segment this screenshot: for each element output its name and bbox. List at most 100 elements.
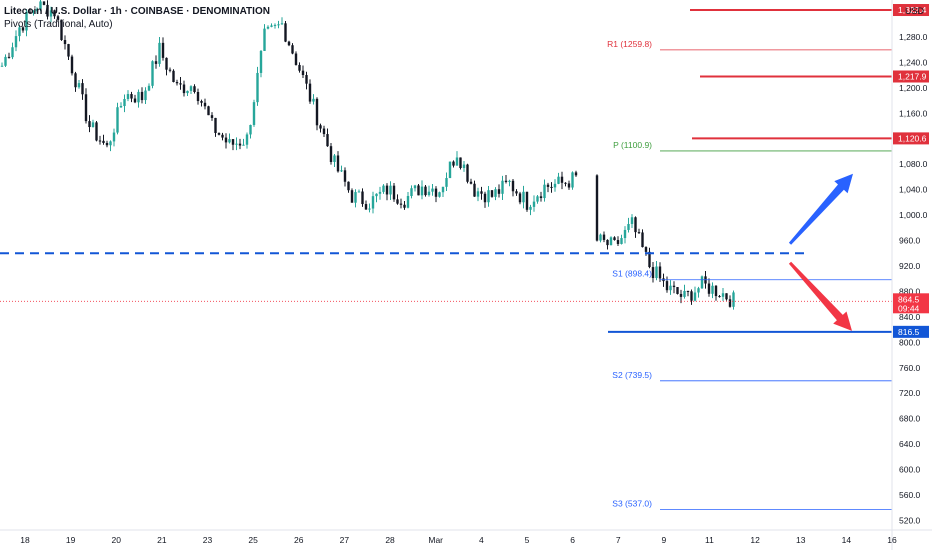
candle-body <box>483 193 487 203</box>
candle-body <box>60 19 63 41</box>
candle-body <box>525 191 529 210</box>
candle-body <box>490 190 494 197</box>
candle-body <box>151 61 154 86</box>
candle-body <box>186 90 189 94</box>
key-level-badge <box>893 70 929 83</box>
candle-body <box>399 203 403 205</box>
candle-body <box>322 128 326 135</box>
pivot-label-s1: S1 (898.4) <box>612 269 652 279</box>
candle-body <box>175 81 179 84</box>
candle-body <box>560 176 564 183</box>
candle-body <box>431 188 434 192</box>
x-tick-label: 27 <box>340 535 350 545</box>
x-tick-label: 5 <box>525 535 530 545</box>
candle-body <box>683 290 686 297</box>
candle-body <box>284 23 287 42</box>
x-tick-label: 21 <box>157 535 167 545</box>
candle-body <box>189 86 193 91</box>
candle-body <box>403 204 406 208</box>
candle-body <box>494 189 497 197</box>
last-price-badge <box>893 293 929 314</box>
candle-body <box>179 83 182 85</box>
x-tick-label: 20 <box>112 535 122 545</box>
candle-body <box>665 281 669 291</box>
candle-body <box>294 53 298 65</box>
key-level-badge <box>893 132 929 145</box>
x-tick-label: 7 <box>616 535 621 545</box>
price-axis[interactable]: 1,280.01,240.01,200.01,160.01,120.01,080… <box>891 0 929 550</box>
candle-body <box>77 83 81 88</box>
arrow-down-icon <box>788 261 852 331</box>
candle-body <box>644 247 648 252</box>
indicator-label[interactable]: Pivots (Traditional, Auto) <box>4 19 113 30</box>
candle-body <box>609 237 613 246</box>
candle-body <box>140 91 144 101</box>
candle-body <box>21 27 25 31</box>
candle-body <box>165 57 168 70</box>
candle-body <box>102 140 105 143</box>
candle-body <box>427 191 431 196</box>
candle-body <box>270 25 273 27</box>
candle-body <box>651 267 655 279</box>
x-tick-label: 28 <box>385 535 395 545</box>
key-level-badge <box>893 4 929 17</box>
symbol-title[interactable]: Litecoin / U.S. Dollar · 1h · COINBASE ·… <box>4 6 270 17</box>
candle-body <box>88 121 91 128</box>
candle-body <box>298 64 301 71</box>
y-tick-label: 840.0 <box>899 312 921 322</box>
candle-body <box>497 189 501 194</box>
y-tick-label: 800.0 <box>899 337 921 347</box>
candle-body <box>130 94 133 99</box>
candle-body <box>725 293 728 300</box>
x-tick-label: 12 <box>750 535 760 545</box>
annotations <box>788 173 853 331</box>
candle-body <box>18 27 21 37</box>
candle-body <box>529 206 532 210</box>
candle-body <box>98 140 102 142</box>
key-level-badge-text: 816.5 <box>898 327 920 337</box>
x-tick-label: 13 <box>796 535 806 545</box>
plot-area[interactable]: R1 (1259.8) P (1100.9) S1 (898.4) S2 (739.5… <box>0 0 892 511</box>
candle-body <box>49 10 53 17</box>
candle-body <box>462 164 466 169</box>
x-tick-label: 11 <box>705 535 714 545</box>
candle-body <box>382 185 385 192</box>
candle-body <box>410 188 413 196</box>
candle-body <box>672 285 676 288</box>
candle-body <box>350 190 354 203</box>
candle-body <box>406 195 410 208</box>
candle-body <box>564 182 567 184</box>
candle-body <box>315 98 319 126</box>
candle-body <box>546 184 550 187</box>
candle-body <box>32 11 35 13</box>
candle-body <box>364 204 368 210</box>
candle-body <box>487 190 490 203</box>
candle-body <box>459 157 462 169</box>
candle-body <box>203 102 207 107</box>
pivot-label-r1: R1 (1259.8) <box>607 39 652 49</box>
candle-body <box>420 186 424 196</box>
x-tick-label: 14 <box>842 535 852 545</box>
key-level-badge-text: 1,217.9 <box>898 71 927 81</box>
y-tick-label: 520.0 <box>899 515 921 525</box>
candle-body <box>637 232 641 234</box>
candle-body <box>620 238 623 244</box>
candle-body <box>53 10 56 17</box>
candle-body <box>375 193 378 197</box>
candle-body <box>550 186 553 188</box>
time-axis[interactable]: 18 19 20 21 23 25 26 27 28 Mar 4 5 6 7 9 11 12 13 14 16 <box>0 529 932 545</box>
candle-body <box>280 23 284 25</box>
candle-body <box>501 180 504 194</box>
x-tick-label: 18 <box>20 535 30 545</box>
currency-label[interactable]: USD <box>904 6 924 16</box>
candle-body <box>252 102 256 125</box>
candle-body <box>95 122 98 141</box>
candle-body <box>207 106 210 116</box>
x-tick-label: 25 <box>248 535 258 545</box>
candle-body <box>273 24 277 26</box>
candle-body <box>571 172 574 188</box>
candle-body <box>81 83 84 95</box>
candle-body <box>396 199 399 204</box>
candle-body <box>277 24 280 26</box>
